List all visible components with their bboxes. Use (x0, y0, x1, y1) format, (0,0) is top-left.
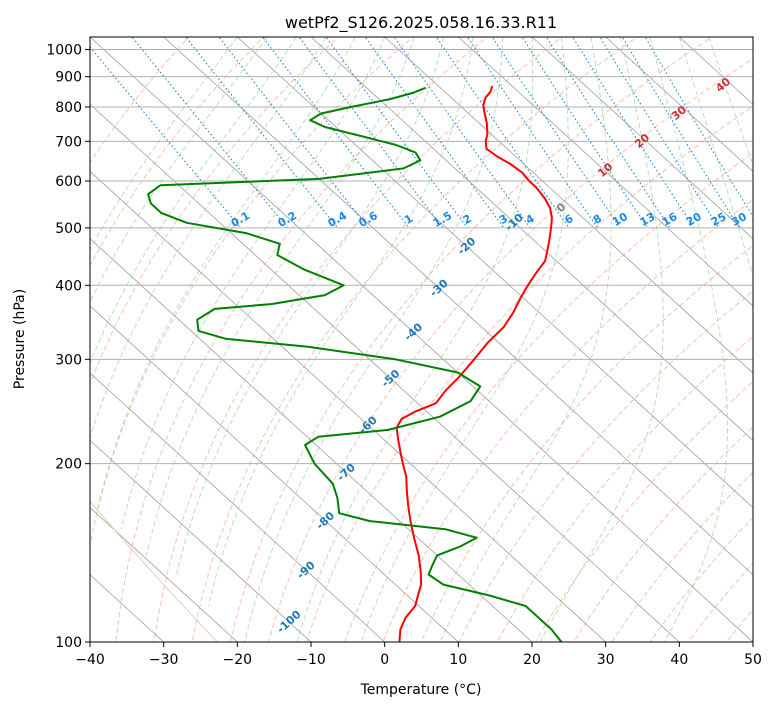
y-tick-label: 300 (55, 352, 82, 368)
moist-adiabat-line (90, 37, 238, 251)
mixing-ratio-line (435, 37, 570, 229)
moist-adiabat-line (90, 37, 268, 304)
moist-adiabat-line (708, 37, 753, 166)
y-tick-label: 1000 (46, 43, 82, 59)
sounding-lines (147, 85, 563, 642)
isotherm-line (90, 372, 385, 642)
moist-adiabat-line (649, 37, 728, 642)
mixing-ratio-line (545, 37, 671, 229)
y-tick-label: 500 (55, 221, 82, 237)
dry-adiabat-line (754, 35, 775, 656)
y-tick-label: 100 (55, 635, 82, 651)
isotherm-line (384, 37, 753, 374)
isotherm-line (90, 103, 680, 642)
temperature-line (395, 85, 553, 642)
mixing-ratio-label: 36 (750, 210, 770, 229)
moist-adiabat-line (207, 37, 474, 607)
mixing-ratio-line (364, 37, 505, 229)
dry-adiabat-line (535, 381, 753, 642)
isotherm-line (752, 37, 753, 38)
mixing-ratio-line (325, 37, 468, 229)
dry-adiabat-line (90, 37, 414, 548)
dry-adiabat-line (306, 105, 753, 642)
x-tick-label: −40 (75, 652, 105, 668)
y-axis-label: Pressure (hPa) (12, 289, 28, 389)
plot-frame (89, 36, 754, 643)
mixing-ratio-line (185, 37, 339, 229)
isotherm-line (90, 305, 459, 642)
moist-adiabat-line (145, 37, 415, 556)
x-tick-label: 40 (670, 652, 688, 668)
x-tick-label: 50 (744, 652, 762, 668)
x-tick-label: 10 (449, 652, 467, 668)
moist-adiabat-line (296, 37, 534, 642)
moist-adiabat-line (96, 37, 356, 514)
mixing-ratio-line (466, 37, 599, 229)
dry-adiabat-line (90, 37, 339, 386)
isotherm-line (531, 37, 753, 240)
mixing-ratio-line (218, 37, 369, 229)
moist-adiabat-line (439, 37, 612, 642)
x-axis-label: Temperature (°C) (360, 682, 482, 698)
isotherm-line (237, 37, 753, 509)
moist-adiabat-line (244, 37, 503, 642)
chart-title: wetPf2_S126.2025.058.16.33.R11 (285, 13, 557, 33)
moist-adiabat-line (360, 37, 569, 642)
mixing-ratio-line (491, 37, 621, 229)
dry-adiabat-line (458, 290, 753, 642)
isotherm-line (310, 37, 753, 441)
dewpoint-line (147, 86, 563, 642)
y-tick-label: 700 (55, 134, 82, 150)
isotherm-line (90, 439, 312, 642)
moist-adiabat-line (539, 37, 664, 642)
mixing-ratio-line (393, 37, 531, 229)
dry-adiabat-line (191, 37, 638, 642)
x-tick-label: 20 (523, 652, 541, 668)
isotherm-line (605, 37, 753, 172)
isobar-grid (90, 49, 753, 642)
mixing-ratio-line (599, 37, 720, 229)
y-tick-label: 600 (55, 174, 82, 190)
y-tick-label: 900 (55, 70, 82, 86)
moist-adiabat-line (678, 37, 753, 278)
dry-adiabat-line (420, 244, 753, 642)
x-tick-label: 0 (380, 652, 389, 668)
moist-adiabat-line (176, 37, 445, 575)
dry-adiabat-line (268, 57, 753, 642)
moist-adiabat-line (90, 37, 327, 440)
x-tick-label: −10 (296, 652, 326, 668)
dry-adiabat-line (344, 152, 753, 642)
y-tick-label: 800 (55, 100, 82, 116)
x-axis: −40 −30 −20 −10 0 10 20 30 40 50 (75, 642, 762, 668)
isotherm-line (90, 238, 533, 642)
isotherm-line (163, 37, 753, 576)
y-tick-label: 200 (55, 457, 82, 473)
isotherm-line (90, 507, 238, 642)
y-axis: 100 200 300 400 500 600 700 800 900 1000 (46, 43, 90, 651)
mixing-ratio-line (521, 37, 649, 229)
mixing-ratio-line (131, 37, 289, 229)
x-tick-label: 30 (597, 652, 615, 668)
mixing-ratio-line (572, 37, 695, 229)
dry-adiabat-line (153, 37, 564, 642)
y-tick-label: 400 (55, 278, 82, 294)
mixing-ratio-line (621, 37, 740, 229)
isotherm-line (458, 37, 753, 307)
isotherm-line (90, 37, 753, 642)
x-tick-label: −20 (223, 652, 253, 668)
x-tick-label: −30 (149, 652, 179, 668)
dry-adiabat-line (382, 198, 753, 642)
isotherm-line (90, 170, 606, 642)
